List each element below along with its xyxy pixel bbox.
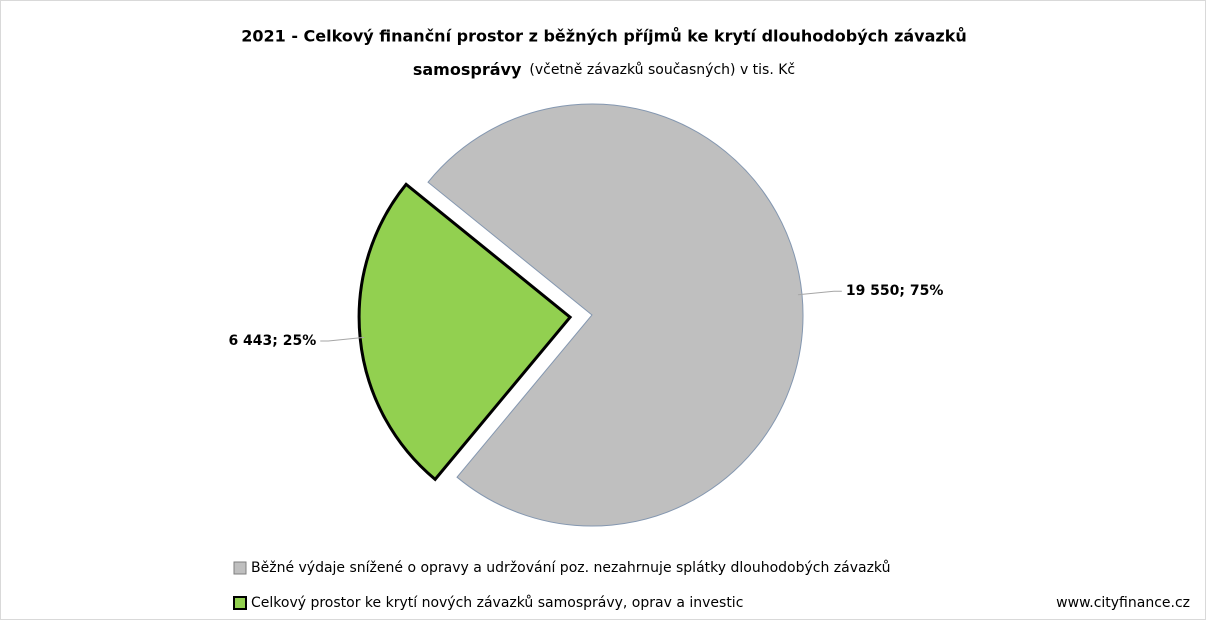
data-label: 6 443; 25% xyxy=(228,333,316,349)
legend-label: Celkový prostor ke krytí nových závazků … xyxy=(251,595,743,611)
chart-title: 2021 - Celkový finanční prostor z běžnýc… xyxy=(241,27,967,46)
title-line2: samosprávy xyxy=(413,60,522,79)
chart-title-line2: samosprávy (včetně závazků současných) v … xyxy=(413,60,795,79)
leader-line xyxy=(320,336,365,342)
source: www.cityfinance.cz xyxy=(1056,595,1190,611)
data-label: 19 550; 75% xyxy=(846,283,944,299)
legend-swatch xyxy=(233,561,247,575)
subtitle: (včetně závazků současných) v tis. Kč xyxy=(529,62,795,78)
legend-swatch xyxy=(233,596,247,610)
legend-label: Běžné výdaje snížené o opravy a udržován… xyxy=(251,560,890,576)
leader-line xyxy=(797,290,842,296)
